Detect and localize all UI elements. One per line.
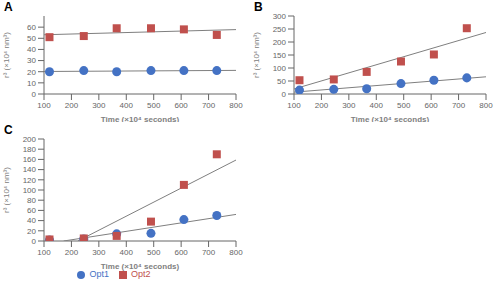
svg-text:r³ (×10⁴ nm³): r³ (×10⁴ nm³) xyxy=(8,32,11,78)
svg-text:Time (×10⁴ seconds): Time (×10⁴ seconds) xyxy=(351,115,430,122)
svg-text:800: 800 xyxy=(229,101,243,110)
svg-text:300: 300 xyxy=(92,248,106,257)
html-text:Opt2: Opt2 xyxy=(131,269,151,279)
svg-text:60: 60 xyxy=(27,206,36,215)
svg-text:120: 120 xyxy=(23,176,37,185)
svg-text:r³ (×10⁴ nm³): r³ (×10⁴ nm³) xyxy=(8,167,11,213)
svg-text:100: 100 xyxy=(37,248,51,257)
svg-text:300: 300 xyxy=(92,101,106,110)
svg-text:300: 300 xyxy=(273,12,287,21)
svg-text:50: 50 xyxy=(277,77,286,86)
svg-text:600: 600 xyxy=(174,248,188,257)
svg-text:200: 200 xyxy=(273,38,287,47)
svg-text:140: 140 xyxy=(23,165,37,174)
svg-text:100: 100 xyxy=(273,64,287,73)
svg-text:500: 500 xyxy=(147,101,161,110)
svg-text:700: 700 xyxy=(202,248,216,257)
svg-text:0: 0 xyxy=(32,237,37,246)
svg-text:40: 40 xyxy=(27,216,36,225)
svg-text:30: 30 xyxy=(27,56,36,65)
svg-text:150: 150 xyxy=(273,51,287,60)
svg-text:200: 200 xyxy=(65,248,79,257)
svg-text:200: 200 xyxy=(23,135,37,144)
svg-text:700: 700 xyxy=(452,101,466,110)
svg-text:60: 60 xyxy=(27,23,36,32)
svg-text:160: 160 xyxy=(23,155,37,164)
svg-text:200: 200 xyxy=(65,101,79,110)
svg-text:Time (×10⁴ seconds): Time (×10⁴ seconds) xyxy=(101,115,180,122)
html-text:C: C xyxy=(4,123,13,137)
svg-text:400: 400 xyxy=(370,101,384,110)
svg-text:400: 400 xyxy=(120,101,134,110)
svg-text:600: 600 xyxy=(174,101,188,110)
html-text:A: A xyxy=(4,0,13,14)
svg-text:0: 0 xyxy=(32,90,37,99)
svg-text:800: 800 xyxy=(479,101,492,110)
svg-text:100: 100 xyxy=(23,186,37,195)
svg-text:r³ (×10⁴ nm³): r³ (×10⁴ nm³) xyxy=(252,32,261,78)
svg-text:500: 500 xyxy=(147,248,161,257)
html-text:B: B xyxy=(254,0,263,14)
svg-text:40: 40 xyxy=(27,45,36,54)
svg-text:600: 600 xyxy=(424,101,438,110)
svg-text:180: 180 xyxy=(23,145,37,154)
svg-text:250: 250 xyxy=(273,25,287,34)
svg-text:400: 400 xyxy=(120,248,134,257)
svg-text:500: 500 xyxy=(397,101,411,110)
svg-text:10: 10 xyxy=(27,79,36,88)
svg-text:300: 300 xyxy=(342,101,356,110)
svg-text:Time (×10⁴ seconds): Time (×10⁴ seconds) xyxy=(101,262,180,271)
svg-text:80: 80 xyxy=(27,196,36,205)
svg-text:20: 20 xyxy=(27,227,36,236)
html-text:Opt1: Opt1 xyxy=(89,269,109,279)
svg-text:700: 700 xyxy=(202,101,216,110)
svg-text:50: 50 xyxy=(27,34,36,43)
svg-text:20: 20 xyxy=(27,68,36,77)
svg-text:200: 200 xyxy=(315,101,329,110)
svg-text:0: 0 xyxy=(282,90,287,99)
svg-text:800: 800 xyxy=(229,248,243,257)
svg-text:100: 100 xyxy=(287,101,301,110)
svg-text:100: 100 xyxy=(37,101,51,110)
